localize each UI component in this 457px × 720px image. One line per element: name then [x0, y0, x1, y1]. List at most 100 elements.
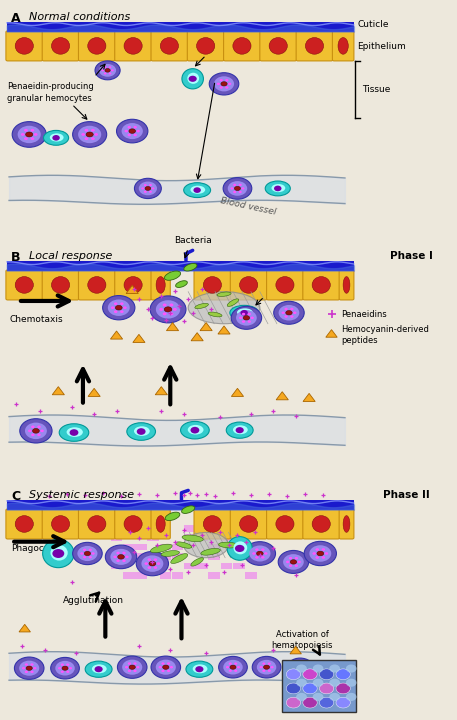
Text: Blood vessel: Blood vessel [219, 196, 277, 217]
Ellipse shape [92, 665, 106, 673]
Circle shape [91, 138, 95, 140]
Polygon shape [88, 388, 100, 397]
Bar [135, 544, 147, 551]
Circle shape [296, 670, 299, 672]
Bar [147, 562, 159, 570]
Circle shape [139, 181, 157, 195]
Circle shape [51, 657, 80, 679]
Circle shape [137, 428, 146, 435]
Text: Penaeidin-producing
granular hemocytes: Penaeidin-producing granular hemocytes [7, 82, 94, 103]
Circle shape [231, 306, 262, 329]
Ellipse shape [191, 558, 203, 566]
Circle shape [293, 312, 297, 314]
Circle shape [289, 557, 292, 559]
Circle shape [66, 670, 69, 673]
FancyBboxPatch shape [6, 509, 43, 539]
Ellipse shape [149, 562, 156, 566]
Circle shape [278, 551, 308, 573]
Circle shape [94, 133, 98, 136]
Circle shape [250, 317, 254, 319]
Bar [111, 525, 122, 531]
Circle shape [31, 433, 35, 436]
Ellipse shape [239, 516, 258, 532]
Circle shape [134, 179, 161, 199]
Circle shape [286, 683, 301, 694]
Ellipse shape [182, 68, 203, 89]
Circle shape [95, 61, 120, 80]
Circle shape [20, 419, 52, 443]
FancyBboxPatch shape [151, 31, 188, 61]
Circle shape [33, 667, 37, 670]
Circle shape [53, 549, 64, 558]
Circle shape [234, 662, 237, 665]
Circle shape [284, 307, 288, 310]
Ellipse shape [239, 276, 258, 293]
Text: Chemotaxis: Chemotaxis [9, 315, 63, 324]
Ellipse shape [163, 665, 169, 670]
Circle shape [114, 302, 117, 305]
Circle shape [103, 296, 135, 320]
Circle shape [25, 663, 28, 666]
Ellipse shape [86, 132, 93, 137]
Circle shape [242, 312, 245, 315]
Bar [221, 562, 232, 570]
Ellipse shape [118, 554, 124, 559]
Ellipse shape [175, 542, 192, 548]
Bar [135, 572, 147, 579]
Ellipse shape [227, 536, 252, 560]
Circle shape [291, 661, 309, 675]
Ellipse shape [145, 186, 151, 190]
Text: Activation of
hematopoiesis: Activation of hematopoiesis [271, 629, 333, 649]
Bar [245, 544, 257, 551]
Circle shape [261, 549, 265, 551]
Circle shape [279, 305, 299, 320]
Circle shape [226, 666, 229, 668]
Circle shape [83, 556, 86, 559]
Ellipse shape [15, 516, 33, 532]
Circle shape [329, 679, 340, 687]
Ellipse shape [286, 310, 292, 315]
Polygon shape [126, 285, 138, 294]
Circle shape [268, 670, 271, 672]
Circle shape [128, 126, 131, 128]
Circle shape [301, 670, 304, 672]
Circle shape [286, 669, 301, 680]
Circle shape [242, 320, 245, 323]
Text: Local response: Local response [29, 251, 112, 261]
Circle shape [125, 666, 128, 668]
Ellipse shape [234, 186, 240, 191]
Circle shape [313, 665, 324, 672]
FancyBboxPatch shape [79, 509, 115, 539]
Text: Hyaline hemocytes: Hyaline hemocytes [166, 45, 249, 53]
Bar [221, 525, 232, 531]
Circle shape [225, 86, 228, 89]
Circle shape [136, 666, 139, 668]
Bar [7, 500, 354, 510]
Bar [184, 562, 196, 570]
Circle shape [161, 662, 165, 665]
Ellipse shape [191, 186, 205, 194]
Bar [7, 22, 354, 32]
Circle shape [262, 670, 266, 672]
Circle shape [322, 548, 325, 551]
Bar [123, 572, 134, 579]
FancyBboxPatch shape [296, 31, 333, 61]
Ellipse shape [165, 512, 180, 521]
Text: Normal conditions: Normal conditions [29, 12, 130, 22]
Circle shape [122, 552, 126, 554]
Circle shape [91, 129, 95, 132]
Polygon shape [290, 647, 301, 654]
Circle shape [80, 552, 84, 554]
Circle shape [346, 665, 356, 672]
Circle shape [122, 559, 126, 562]
Circle shape [21, 133, 25, 136]
Bar [196, 534, 208, 541]
Circle shape [15, 657, 44, 680]
Circle shape [31, 138, 34, 140]
Circle shape [133, 126, 137, 128]
Bar [159, 553, 171, 560]
FancyBboxPatch shape [6, 31, 43, 61]
Bar [208, 572, 220, 579]
Circle shape [117, 552, 120, 554]
Circle shape [81, 133, 85, 136]
